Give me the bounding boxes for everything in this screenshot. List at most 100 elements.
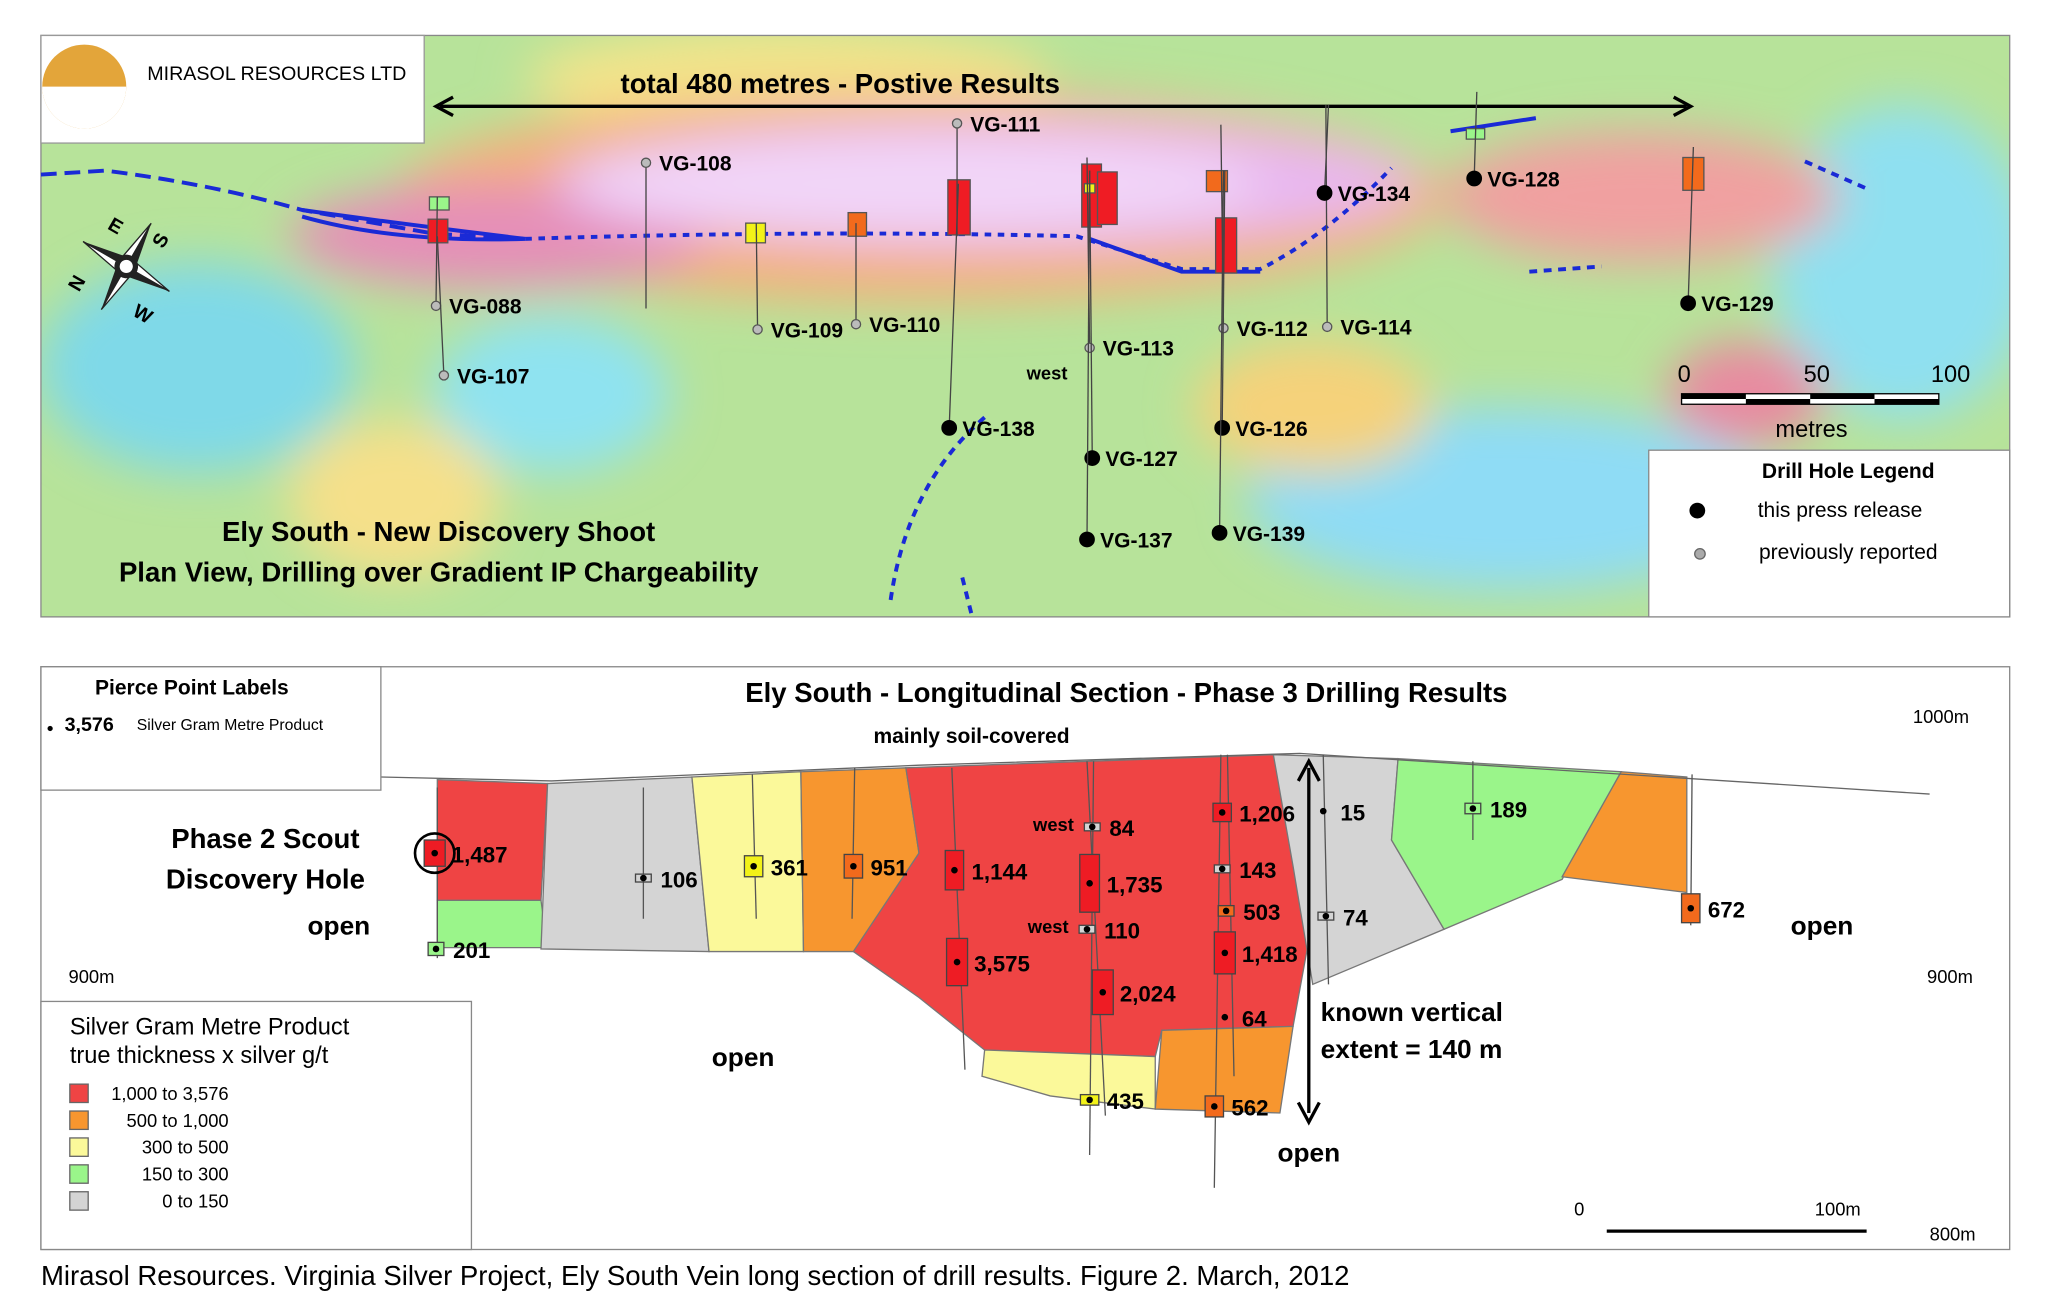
pierce-legend-title: Pierce Point Labels (95, 676, 289, 699)
hole-label: VG-137 (1100, 529, 1172, 552)
pierce-label: 361 (771, 855, 808, 880)
grade-zones (436, 754, 1688, 1114)
pierce-label: 84 (1109, 816, 1134, 841)
pierce-label: 1,206 (1239, 802, 1295, 827)
grade-zone (1390, 757, 1623, 931)
legend-swatch (69, 1110, 89, 1131)
pierce-label: 106 (660, 867, 697, 892)
elevation-label: 1000m (1913, 706, 1969, 727)
legend-label: 0 to 150 (162, 1191, 228, 1212)
caption: Mirasol Resources. Virginia Silver Proje… (41, 1260, 1350, 1291)
pierce-label: 435 (1107, 1089, 1144, 1114)
logo-mark (42, 86, 127, 129)
pierce-legend-symbol (47, 725, 53, 732)
scout-label: Phase 2 Scout (171, 823, 359, 854)
pierce-label: 1,144 (972, 859, 1028, 884)
hole-trace (1325, 104, 1328, 327)
pierce-label: 15 (1340, 800, 1365, 825)
hole-label: VG-126 (1235, 418, 1307, 441)
west-label: west (1026, 362, 1068, 383)
extent-label: total 480 metres - Postive Results (621, 68, 1060, 99)
open-label: open (1791, 911, 1854, 941)
hole-trace (1323, 104, 1330, 193)
pierce-label: 951 (870, 855, 907, 880)
pierce-dot (953, 958, 961, 966)
hole-collar (1079, 531, 1095, 548)
scout-label: Discovery Hole (166, 864, 365, 895)
pierce-dot (850, 862, 857, 870)
pierce-label: 2,024 (1120, 981, 1176, 1006)
extent-label: known vertical (1321, 997, 1503, 1027)
pierce-dot (951, 866, 958, 874)
pierce-label: 74 (1343, 905, 1368, 930)
arrow-heads (432, 95, 1695, 117)
hole-trace (1088, 170, 1093, 459)
soil-label: mainly soil-covered (873, 725, 1069, 748)
hole-collar (941, 420, 958, 436)
legend-label: 500 to 1,000 (127, 1110, 229, 1131)
pierce-dot (1319, 807, 1327, 815)
pierce-dot (1099, 988, 1107, 996)
pierce-dot (1222, 907, 1230, 915)
pierce-label: 1,418 (1242, 942, 1298, 967)
hole-label: VG-129 (1701, 293, 1773, 316)
elevation-label: 900m (69, 966, 115, 987)
pierce-dot (1218, 809, 1226, 816)
ground-surface (380, 752, 1930, 795)
pierce-dot (1211, 1103, 1218, 1110)
pierce-dot (1322, 912, 1330, 920)
drill-holes: VG-111 VG-108 VG-088 VG-107 VG-109 VG-110 VG-1… (430, 91, 1774, 552)
pierce-dot (1083, 925, 1091, 933)
pierce-dot (1221, 1013, 1229, 1021)
pierce-label: 562 (1231, 1096, 1268, 1121)
scale-tick: 100 (1931, 362, 1970, 388)
pierce-dot (750, 862, 757, 870)
plan-title: Ely South - New Discovery Shoot (222, 516, 655, 547)
compass (82, 222, 170, 311)
hole-label: VG-114 (1340, 317, 1412, 340)
legend-label: 300 to 500 (142, 1137, 229, 1158)
west-label: west (1027, 916, 1069, 937)
pierce-label: 672 (1708, 897, 1745, 922)
hole-label: VG-113 (1103, 338, 1174, 361)
section-scale-tick: 100m (1815, 1198, 1861, 1219)
legend-swatch (69, 1191, 89, 1211)
plan-frame (40, 34, 2011, 618)
hole-collar (430, 300, 442, 312)
hole-label: VG-108 (659, 153, 732, 176)
elevation-label: 900m (1927, 966, 1973, 987)
hole-collar (1084, 342, 1095, 354)
hole-label: VG-110 (869, 314, 940, 337)
west-label: west (1032, 814, 1074, 835)
hole-trace (1687, 146, 1695, 304)
scale-unit: metres (1775, 417, 1847, 443)
pierce-label: 189 (1490, 798, 1527, 823)
pierce-label: 1,487 (452, 842, 508, 867)
pierce-dot (1218, 865, 1226, 873)
grade-zone (981, 1049, 1156, 1110)
legend-swatch (69, 1164, 89, 1184)
pierce-dot (432, 945, 440, 953)
pierce-dot (1088, 823, 1096, 831)
hole-collar (640, 157, 652, 168)
legend-item: this press release (1758, 499, 1923, 522)
hole-trace (1086, 170, 1091, 540)
grade-zone (436, 778, 549, 902)
hole-label: VG-127 (1105, 448, 1177, 471)
section-title: Ely South - Longitudinal Section - Phase… (745, 677, 1507, 708)
hole-collar (1214, 420, 1231, 436)
pierce-label: 503 (1243, 900, 1280, 925)
legend-box (1648, 449, 2011, 618)
hole-trace (435, 196, 438, 306)
grade-legend: 1,000 to 3,576 500 to 1,000 300 to 500 150 … (69, 1083, 229, 1212)
hole-trace (1221, 170, 1226, 428)
section-scale-tick: 0 (1574, 1198, 1584, 1219)
pierce-dot (1221, 949, 1229, 957)
hole-collar (1316, 185, 1333, 201)
pierce-dot (1086, 880, 1093, 887)
hole-trace (755, 223, 759, 330)
pierce-legend-text: Silver Gram Metre Product (137, 717, 324, 734)
legend-swatch (69, 1137, 89, 1157)
